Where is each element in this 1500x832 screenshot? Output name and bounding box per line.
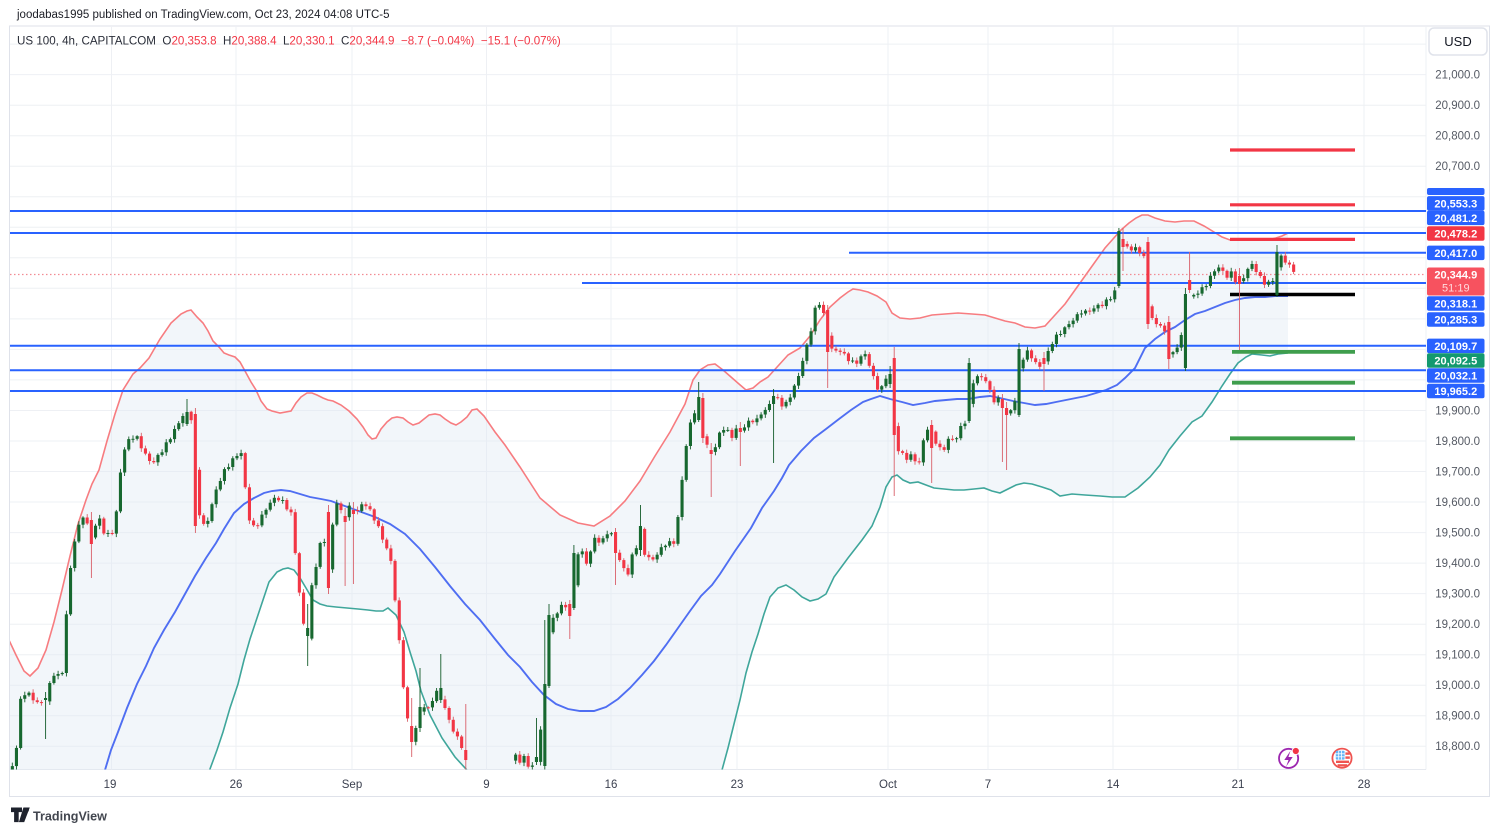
svg-text:TradingView: TradingView bbox=[33, 810, 107, 824]
svg-text:USD: USD bbox=[1444, 34, 1471, 49]
svg-text:18,800.0: 18,800.0 bbox=[1435, 741, 1480, 753]
svg-text:19,965.2: 19,965.2 bbox=[1434, 386, 1477, 398]
svg-text:19,500.0: 19,500.0 bbox=[1435, 528, 1480, 540]
svg-text:7: 7 bbox=[985, 779, 991, 791]
svg-text:19,900.0: 19,900.0 bbox=[1435, 405, 1480, 417]
svg-text:23: 23 bbox=[731, 779, 744, 791]
svg-text:51:19: 51:19 bbox=[1442, 283, 1470, 295]
svg-text:20,478.2: 20,478.2 bbox=[1434, 229, 1477, 241]
svg-text:20,900.0: 20,900.0 bbox=[1435, 100, 1480, 112]
svg-text:21,000.0: 21,000.0 bbox=[1435, 70, 1480, 82]
svg-text:20,553.3: 20,553.3 bbox=[1434, 198, 1477, 210]
svg-text:Sep: Sep bbox=[342, 779, 362, 791]
svg-text:20,800.0: 20,800.0 bbox=[1435, 131, 1480, 143]
svg-text:20,417.0: 20,417.0 bbox=[1434, 248, 1477, 260]
svg-text:19,400.0: 19,400.0 bbox=[1435, 558, 1480, 570]
svg-text:16: 16 bbox=[605, 779, 618, 791]
svg-text:19,300.0: 19,300.0 bbox=[1435, 589, 1480, 601]
svg-text:20,700.0: 20,700.0 bbox=[1435, 161, 1480, 173]
svg-text:US 100, 4h, CAPITALCOM O20,35: US 100, 4h, CAPITALCOM O20,353.8 H20,388… bbox=[17, 35, 561, 48]
svg-text:20,032.1: 20,032.1 bbox=[1434, 371, 1477, 383]
svg-text:20,481.2: 20,481.2 bbox=[1434, 213, 1477, 225]
svg-text:14: 14 bbox=[1107, 779, 1120, 791]
svg-text:19,700.0: 19,700.0 bbox=[1435, 467, 1480, 479]
svg-text:20,285.3: 20,285.3 bbox=[1434, 315, 1477, 327]
svg-text:19,100.0: 19,100.0 bbox=[1435, 650, 1480, 662]
svg-text:19,200.0: 19,200.0 bbox=[1435, 619, 1480, 631]
svg-text:Oct: Oct bbox=[879, 779, 898, 791]
svg-text:21: 21 bbox=[1232, 779, 1245, 791]
svg-text:19,600.0: 19,600.0 bbox=[1435, 497, 1480, 509]
svg-text:20,109.7: 20,109.7 bbox=[1434, 341, 1477, 353]
svg-text:20,092.5: 20,092.5 bbox=[1434, 356, 1477, 368]
svg-text:28: 28 bbox=[1358, 779, 1371, 791]
svg-text:18,900.0: 18,900.0 bbox=[1435, 711, 1480, 723]
svg-text:19,800.0: 19,800.0 bbox=[1435, 436, 1480, 448]
svg-text:9: 9 bbox=[483, 779, 489, 791]
svg-text:20,318.1: 20,318.1 bbox=[1434, 299, 1477, 311]
svg-text:20,344.9: 20,344.9 bbox=[1434, 270, 1477, 282]
svg-text:26: 26 bbox=[230, 779, 243, 791]
svg-text:19,000.0: 19,000.0 bbox=[1435, 680, 1480, 692]
svg-text:joodabas1995 published on Trad: joodabas1995 published on TradingView.co… bbox=[16, 9, 390, 21]
svg-text:19: 19 bbox=[104, 779, 117, 791]
